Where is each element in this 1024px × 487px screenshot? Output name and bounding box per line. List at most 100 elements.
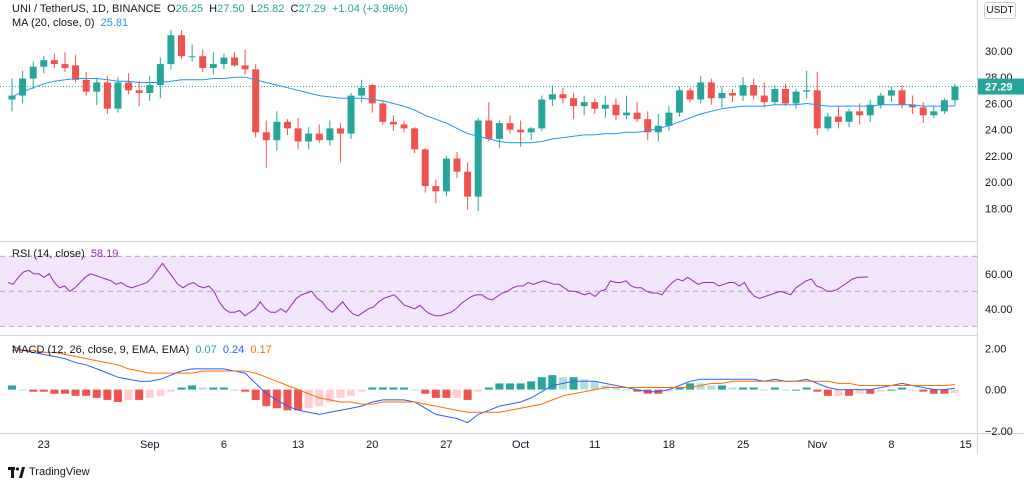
last-price-label: 27.29 [985, 82, 1013, 94]
candle-down [760, 95, 768, 103]
candle-up [220, 57, 228, 65]
candle-up [930, 111, 938, 116]
candle-up [877, 95, 885, 105]
candle-down [686, 90, 694, 100]
macd-histogram-bar [590, 381, 599, 390]
macd-histogram-bar [569, 377, 578, 390]
candle-up [40, 60, 48, 67]
candle-up [495, 123, 503, 139]
ma-legend[interactable]: MA (20, close, 0) 25.81 [12, 16, 131, 30]
candle-up [803, 90, 811, 92]
rsi-line [7, 262, 869, 317]
candle-up [146, 85, 154, 93]
macd-label: MACD (12, 26, close, 9, EMA, EMA) [12, 344, 190, 356]
macd-histogram-bar [802, 387, 811, 390]
macd-legend[interactable]: MACD (12, 26, close, 9, EMA, EMA) 0.07 0… [12, 343, 275, 357]
candle-up [273, 121, 281, 141]
macd-histogram-bar [516, 383, 525, 390]
candle-down [750, 85, 758, 96]
candle-down [856, 111, 864, 116]
macd-histogram-bar [71, 389, 80, 396]
macd-histogram-bar [484, 387, 493, 390]
candle-down [294, 128, 302, 142]
macd-histogram-bar [739, 387, 748, 390]
time-tick-label: 8 [888, 439, 894, 451]
macd-histogram-bar [389, 387, 398, 390]
candle-up [771, 89, 779, 103]
time-tick-label: 11 [589, 439, 600, 451]
candle-up [623, 112, 631, 116]
rsi-legend[interactable]: RSI (14, close) 58.19 [12, 247, 121, 261]
macd-histogram-bar [325, 389, 334, 402]
macd-histogram-bar [908, 389, 917, 391]
candle-up [358, 87, 366, 96]
candle-up [167, 35, 175, 65]
candle-down [252, 69, 260, 133]
candle-down [432, 186, 440, 192]
macd-histogram-bar [156, 389, 165, 396]
candle-down [813, 90, 821, 129]
macd-histogram-bar [855, 389, 864, 394]
symbol-title[interactable]: UNI / TetherUS, 1D, BINANCE [12, 3, 161, 15]
time-tick-label: Oct [512, 439, 529, 451]
candle-down [199, 56, 207, 69]
candle-down [781, 89, 789, 104]
macd-histogram-bar [537, 377, 546, 390]
macd-value: 0.07 [195, 344, 217, 356]
macd-histogram-bar [453, 389, 462, 398]
macd-histogram-bar [675, 387, 684, 390]
candle-down [453, 158, 461, 172]
price-tick-label: 30.00 [985, 46, 1013, 58]
candle-up [8, 95, 16, 100]
macd-histogram-bar [707, 385, 716, 390]
time-tick-label: Sep [140, 439, 160, 451]
candle-up [951, 86, 959, 101]
candle-down [591, 102, 599, 109]
candle-down [241, 65, 249, 70]
macd-histogram-bar [124, 389, 133, 400]
price-tick-label: 22.00 [985, 151, 1013, 163]
candle-up [548, 94, 556, 100]
open-label: O [167, 3, 176, 15]
macd-histogram-bar [82, 389, 91, 396]
candle-down [231, 57, 239, 66]
price-tick-label: 24.00 [985, 125, 1013, 137]
candle-up [347, 95, 355, 134]
price-tick-label: 18.00 [985, 203, 1013, 215]
tradingview-logo[interactable]: TradingView [8, 466, 90, 478]
price-tick-label: 26.00 [985, 98, 1013, 110]
macd-histogram-bar [230, 389, 239, 391]
candle-up [866, 104, 874, 116]
macd-histogram-bar [622, 389, 631, 391]
macd-histogram-bar [50, 389, 59, 394]
last-price-tag [978, 78, 1024, 95]
macd-histogram-bar [580, 379, 589, 390]
macd-hist-value: 0.17 [250, 344, 272, 356]
macd-histogram-bar [442, 389, 451, 398]
candle-up [188, 56, 196, 58]
ma-value: 25.81 [100, 17, 129, 29]
candle-up [739, 85, 747, 96]
macd-histogram-bar [347, 389, 356, 396]
currency-button[interactable]: USDT [984, 2, 1016, 19]
candle-up [601, 104, 609, 109]
macd-signal-line [12, 349, 956, 413]
high-label: H [209, 3, 218, 15]
time-tick-label: 23 [38, 439, 50, 451]
candle-down [517, 129, 525, 133]
macd-histogram-bar [898, 387, 907, 390]
macd-histogram-bar [357, 389, 366, 392]
macd-histogram-bar [834, 389, 843, 396]
macd-histogram-bar [823, 389, 832, 396]
macd-histogram-bar [188, 385, 197, 390]
time-tick-label: 18 [663, 439, 675, 451]
candle-up [824, 116, 832, 129]
macd-histogram-bar [876, 389, 885, 392]
macd-histogram-bar [336, 389, 345, 398]
macd-histogram-bar [770, 387, 779, 390]
candle-up [527, 128, 535, 133]
macd-histogram-bar [135, 389, 144, 400]
candle-up [665, 112, 673, 126]
macd-histogram-bar [527, 381, 536, 390]
